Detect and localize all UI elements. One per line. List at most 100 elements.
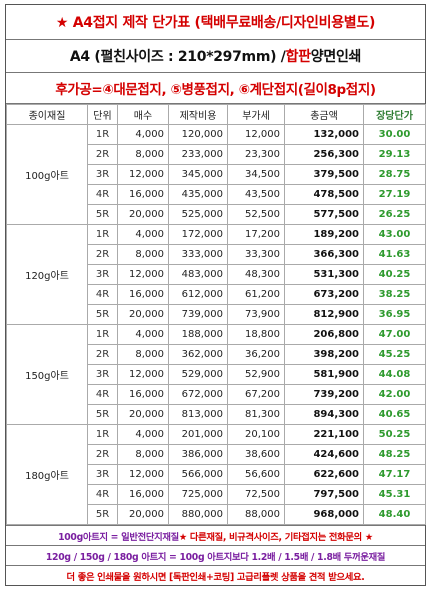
unit-price-cell: 43.00 [363, 224, 426, 245]
total-cell: 812,900 [284, 304, 364, 325]
vat-cell: 73,900 [227, 304, 285, 325]
unit-cell: 5R [87, 504, 118, 525]
qty-cell: 20,000 [117, 304, 169, 325]
cost-cell: 188,000 [168, 324, 228, 345]
unit-cell: 3R [87, 364, 118, 385]
sheet-title: ★ A4접지 제작 단가표 (택배무료배송/디자인비용별도) [6, 5, 425, 40]
qty-cell: 8,000 [117, 244, 169, 265]
unit-price-cell: 47.00 [363, 324, 426, 345]
cost-cell: 813,000 [168, 404, 228, 425]
footer-note-contact: ★ 다른재질, 비규격사이즈, 기타접지는 전화문의 ★ [178, 531, 373, 543]
table-row: 3R 12,000 345,000 34,500 379,500 28.75 [7, 164, 426, 185]
cost-cell: 566,000 [168, 464, 228, 485]
total-cell: 673,200 [284, 284, 364, 305]
cost-cell: 120,000 [168, 124, 228, 145]
cost-cell: 386,000 [168, 444, 228, 465]
vat-cell: 48,300 [227, 264, 285, 285]
vat-cell: 34,500 [227, 164, 285, 185]
qty-cell: 4,000 [117, 124, 169, 145]
unit-cell: 5R [87, 404, 118, 425]
unit-cell: 1R [87, 224, 118, 245]
table-row: 5R 20,000 880,000 88,000 968,000 48.40 [7, 504, 426, 525]
table-row: 180g아트 1R 4,000 201,000 20,100 221,100 50.25 [6, 424, 426, 525]
header-cost: 제작비용 [168, 104, 228, 125]
qty-cell: 4,000 [117, 224, 169, 245]
qty-cell: 4,000 [117, 424, 169, 445]
unit-price-cell: 27.19 [363, 184, 426, 205]
vat-cell: 17,200 [227, 224, 285, 245]
total-cell: 739,200 [284, 384, 364, 405]
cost-cell: 172,000 [168, 224, 228, 245]
cost-cell: 233,000 [168, 144, 228, 165]
unit-cell: 4R [87, 184, 118, 205]
footer-line-3: 더 좋은 인쇄물을 원하시면 [독판인쇄+코팅] 고급리플렛 상품을 견적 받으… [6, 565, 425, 585]
unit-cell: 3R [87, 164, 118, 185]
vat-cell: 18,800 [227, 324, 285, 345]
unit-cell: 3R [87, 464, 118, 485]
unit-cell: 2R [87, 444, 118, 465]
footer-line-1: 100g아트지 = 일반전단지재질 ★ 다른재질, 비규격사이즈, 기타접지는 … [6, 525, 425, 545]
unit-price-cell: 29.13 [363, 144, 426, 165]
total-cell: 968,000 [284, 504, 364, 525]
unit-price-cell: 41.63 [363, 244, 426, 265]
unit-price-cell: 47.17 [363, 464, 426, 485]
unit-cell: 2R [87, 244, 118, 265]
size-suffix: 양면인쇄 [310, 49, 362, 65]
total-cell: 132,000 [284, 124, 364, 145]
post-processing-line: 후가공=④대문접지, ⑤병풍접지, ⑥계단접지(길이8p접지) [6, 73, 425, 104]
vat-cell: 12,000 [227, 124, 285, 145]
total-cell: 894,300 [284, 404, 364, 425]
unit-price-cell: 45.25 [363, 344, 426, 365]
qty-cell: 20,000 [117, 204, 169, 225]
table-row: 4R 16,000 435,000 43,500 478,500 27.19 [7, 184, 426, 205]
header-unit-price: 장당단가 [363, 104, 426, 125]
unit-cell: 2R [87, 344, 118, 365]
unit-price-cell: 40.25 [363, 264, 426, 285]
unit-cell: 3R [87, 264, 118, 285]
qty-cell: 12,000 [117, 464, 169, 485]
header-vat: 부가세 [227, 104, 285, 125]
cost-cell: 362,000 [168, 344, 228, 365]
vat-cell: 20,100 [227, 424, 285, 445]
total-cell: 577,500 [284, 204, 364, 225]
vat-cell: 52,900 [227, 364, 285, 385]
header-unit: 단위 [87, 104, 118, 125]
unit-cell: 1R [87, 324, 118, 345]
total-cell: 189,200 [284, 224, 364, 245]
total-cell: 206,800 [284, 324, 364, 345]
total-cell: 424,600 [284, 444, 364, 465]
footer-line-2: 120g / 150g / 180g 아트지 = 100g 아트지보다 1.2배… [6, 545, 425, 565]
vat-cell: 33,300 [227, 244, 285, 265]
qty-cell: 20,000 [117, 504, 169, 525]
cost-cell: 725,000 [168, 484, 228, 505]
unit-cell: 1R [87, 124, 118, 145]
size-line: A4 (펼친사이즈 : 210*297mm) / 합판 양면인쇄 [6, 40, 425, 73]
paper-type-cell: 150g아트 [6, 324, 88, 425]
footer-note-paper: 100g아트지 = 일반전단지재질 [58, 531, 179, 543]
cost-cell: 333,000 [168, 244, 228, 265]
unit-price-cell: 50.25 [363, 424, 426, 445]
total-cell: 478,500 [284, 184, 364, 205]
qty-cell: 12,000 [117, 264, 169, 285]
total-cell: 221,100 [284, 424, 364, 445]
total-cell: 256,300 [284, 144, 364, 165]
table-row: 2R 8,000 386,000 38,600 424,600 48.25 [7, 444, 426, 465]
qty-cell: 16,000 [117, 384, 169, 405]
vat-cell: 88,000 [227, 504, 285, 525]
total-cell: 366,300 [284, 244, 364, 265]
unit-cell: 5R [87, 204, 118, 225]
vat-cell: 67,200 [227, 384, 285, 405]
vat-cell: 38,600 [227, 444, 285, 465]
unit-price-cell: 44.08 [363, 364, 426, 385]
cost-cell: 880,000 [168, 504, 228, 525]
unit-price-cell: 30.00 [363, 124, 426, 145]
paper-type-cell: 100g아트 [6, 124, 88, 225]
cost-cell: 345,000 [168, 164, 228, 185]
table-row: 100g아트 1R 4,000 120,000 12,000 132,000 30.00 [6, 124, 426, 225]
qty-cell: 8,000 [117, 344, 169, 365]
unit-price-cell: 48.40 [363, 504, 426, 525]
total-cell: 581,900 [284, 364, 364, 385]
unit-price-cell: 28.75 [363, 164, 426, 185]
cost-cell: 739,000 [168, 304, 228, 325]
unit-price-cell: 40.65 [363, 404, 426, 425]
